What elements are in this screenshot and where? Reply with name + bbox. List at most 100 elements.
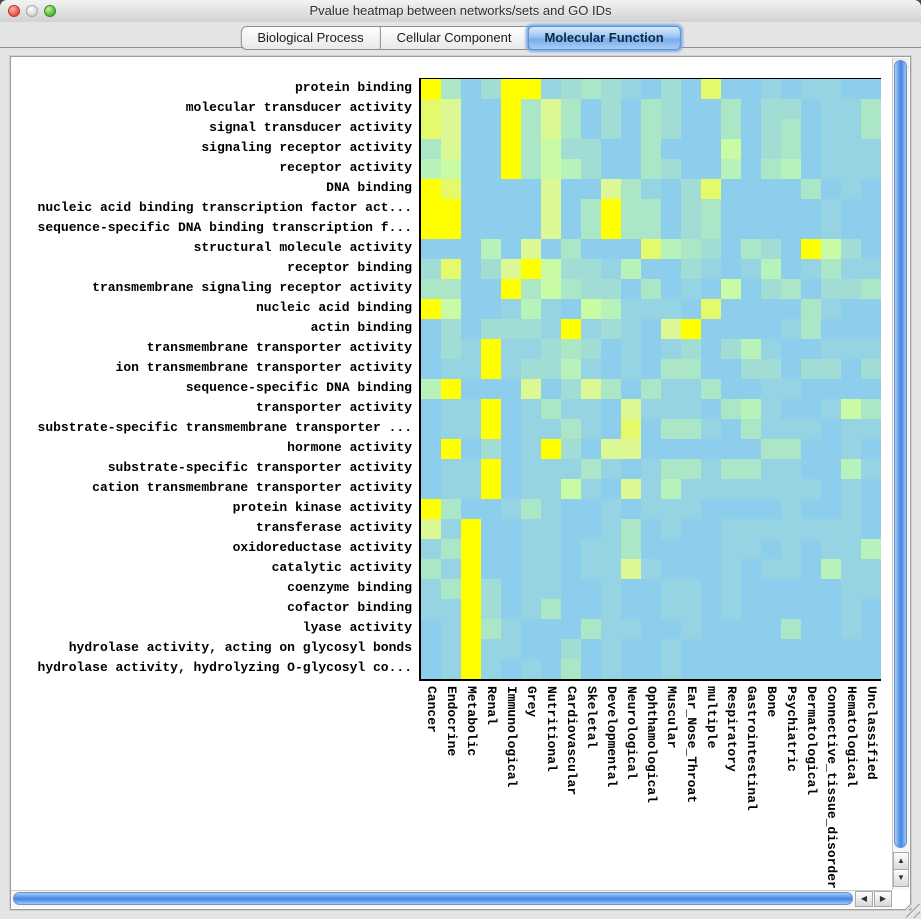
heatmap-cell [801,519,821,539]
heatmap-cell [581,199,601,219]
heatmap-cell [581,399,601,419]
heatmap-cell [541,379,561,399]
heatmap-cell [501,99,521,119]
heatmap-cell [601,499,621,519]
heatmap-cell [601,359,621,379]
heatmap-cell [501,379,521,399]
heatmap-cell [861,579,881,599]
heatmap-cell [541,399,561,419]
heatmap-column-label: Renal [484,686,499,726]
tab-cellular-component[interactable]: Cellular Component [381,27,529,49]
heatmap-cell [721,119,741,139]
heatmap-cell [661,559,681,579]
heatmap-cell [641,539,661,559]
heatmap-cell [701,159,721,179]
heatmap-cell [541,199,561,219]
zoom-button-icon[interactable] [44,5,56,17]
heatmap-cell [781,79,801,99]
heatmap-cell [561,519,581,539]
heatmap-cell [741,439,761,459]
heatmap-cell [761,119,781,139]
heatmap-cell [421,459,441,479]
heatmap-cell [761,539,781,559]
heatmap-column-label: multiple [704,686,719,749]
heatmap-cell [761,79,781,99]
heatmap-cell [781,399,801,419]
heatmap-cell [521,559,541,579]
heatmap-cell [601,219,621,239]
heatmap-cell [861,239,881,259]
heatmap-cell [621,619,641,639]
heatmap-cell [481,419,501,439]
heatmap-cell [541,559,561,579]
heatmap-cell [581,139,601,159]
heatmap-cell [481,439,501,459]
heatmap-cell [461,199,481,219]
heatmap-cell [781,439,801,459]
heatmap-cell [681,279,701,299]
heatmap-cell [721,279,741,299]
heatmap-cell [501,159,521,179]
heatmap-cell [821,459,841,479]
heatmap-cell [441,419,461,439]
heatmap-cell [661,119,681,139]
heatmap-cell [521,339,541,359]
scroll-right-icon[interactable]: ▶ [874,891,892,907]
tab-molecular-function[interactable]: Molecular Function [527,26,681,50]
heatmap-cell [801,339,821,359]
heatmap-cell [541,239,561,259]
heatmap-cell [601,379,621,399]
heatmap-cell [581,539,601,559]
heatmap-cell [421,79,441,99]
vertical-scrollbar-thumb[interactable] [894,60,907,848]
heatmap-cell [621,119,641,139]
heatmap-cell [421,319,441,339]
heatmap-cell [841,199,861,219]
heatmap-cell [621,179,641,199]
heatmap-cell [821,119,841,139]
heatmap-cell [741,359,761,379]
heatmap-row-label: substrate-specific transmembrane transpo… [37,420,412,435]
heatmap-cell [481,659,501,679]
heatmap-cell [461,359,481,379]
heatmap-cell [701,659,721,679]
heatmap-cell [681,99,701,119]
heatmap-cell [661,299,681,319]
tab-biological-process[interactable]: Biological Process [241,27,381,49]
resize-grip[interactable] [906,904,920,918]
heatmap-cell [541,599,561,619]
heatmap-cell [801,279,821,299]
heatmap-cell [641,439,661,459]
heatmap-column-label: Psychiatric [784,686,799,772]
heatmap-cell [741,259,761,279]
heatmap-cell [781,459,801,479]
heatmap-cell [841,159,861,179]
heatmap-cell [721,579,741,599]
heatmap-cell [601,399,621,419]
horizontal-scrollbar-thumb[interactable] [13,892,853,905]
heatmap-cell [521,159,541,179]
heatmap-cell [821,399,841,419]
heatmap-cell [621,299,641,319]
heatmap-cell [441,339,461,359]
heatmap-grid [421,79,881,679]
heatmap-cell [501,519,521,539]
vertical-scrollbar[interactable]: ▲ ▼ [892,58,909,890]
scroll-left-icon[interactable]: ◀ [855,891,873,907]
heatmap-cell [861,299,881,319]
close-button-icon[interactable] [8,5,20,17]
heatmap-cell [761,599,781,619]
scroll-down-icon[interactable]: ▼ [893,869,909,887]
heatmap-cell [461,259,481,279]
heatmap-cell [461,539,481,559]
heatmap-cell [601,459,621,479]
heatmap-cell [601,339,621,359]
minimize-button-icon[interactable] [26,5,38,17]
heatmap-row-label: receptor activity [279,160,412,175]
heatmap-cell [441,119,461,139]
horizontal-scrollbar[interactable]: ◀ ▶ [11,890,892,908]
heatmap-cell [461,79,481,99]
heatmap-cell [481,519,501,539]
scroll-up-icon[interactable]: ▲ [893,852,909,870]
heatmap-cell [841,499,861,519]
